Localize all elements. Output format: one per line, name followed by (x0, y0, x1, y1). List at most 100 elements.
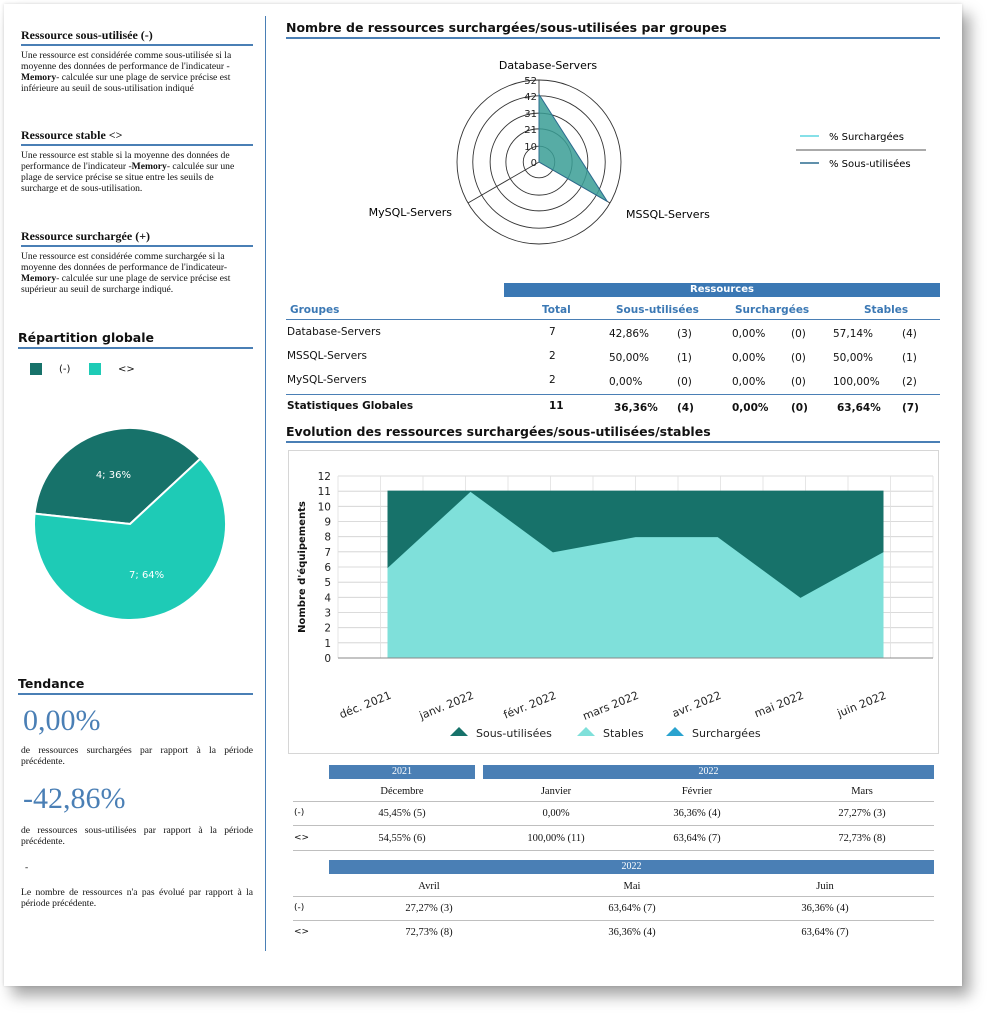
table-cell: 36,36% (4) (608, 927, 656, 938)
x-tick-label: juin 2022 (835, 689, 889, 721)
group-under-n: (3) (677, 328, 692, 340)
report-page: Ressource sous-utilisée (-) Une ressourc… (4, 4, 962, 986)
group-name: Database-Servers (287, 326, 381, 338)
total-row-under-n: (4) (677, 402, 694, 414)
y-tick-label: 3 (324, 608, 331, 620)
group-over-n: (0) (791, 328, 806, 340)
pie-data-label: 4; 36% (96, 470, 131, 481)
over-text: Une ressource est considérée comme surch… (21, 251, 231, 295)
tendance-text-over: de ressources surchargées par rapport à … (21, 745, 253, 767)
y-tick-label: 9 (324, 517, 331, 529)
group-stable-pct: 100,00% (833, 376, 880, 388)
table-cell: 27,27% (3) (838, 808, 886, 819)
repartition-heading: Répartition globale (18, 330, 253, 349)
total-row-stable-pct: 63,64% (837, 402, 881, 414)
x-tick-label: janv. 2022 (417, 689, 476, 723)
pie-slice (33, 427, 202, 526)
group-total: 7 (549, 326, 556, 338)
stable-heading: Ressource stable <> (21, 128, 253, 146)
group-stable-n: (2) (902, 376, 917, 388)
radar-tick-label: 0 (531, 158, 537, 169)
legend-label: Sous-utilisées (476, 727, 552, 740)
group-stable-pct: 50,00% (833, 352, 874, 364)
table-cell: 72,73% (8) (838, 833, 886, 844)
group-over-pct: 0,00% (732, 352, 766, 364)
col-stables: Stables (864, 304, 909, 316)
evolution-title: Evolution des ressources surchargées/sou… (286, 424, 940, 443)
radar-tick-label: 52 (524, 76, 537, 87)
table-rule (293, 920, 934, 921)
group-stable-n: (1) (902, 352, 917, 364)
table-cell: 0,00% (542, 808, 570, 819)
legend-label: Surchargées (692, 727, 761, 740)
tendance-pct-over: 0,00% (23, 704, 101, 737)
group-over-pct: 0,00% (732, 328, 766, 340)
table-rule (293, 896, 934, 897)
total-row-over-n: (0) (791, 402, 808, 414)
x-tick-label: févr. 2022 (502, 689, 558, 722)
legend-label: Stables (603, 727, 644, 740)
tendance-heading: Tendance (18, 676, 253, 695)
tendance-pct-under: -42,86% (23, 782, 126, 815)
radar-legend-over: % Surchargées (829, 131, 904, 143)
group-name: MSSQL-Servers (287, 350, 368, 362)
group-stable-pct: 57,14% (833, 328, 874, 340)
tendance-text-under: de ressources sous-utilisées par rapport… (21, 825, 253, 847)
y-tick-label: 11 (318, 486, 331, 498)
x-tick-label: avr. 2022 (670, 689, 723, 720)
pie-slice (33, 457, 227, 621)
table-cell: 36,36% (4) (673, 808, 721, 819)
table-rule (293, 850, 934, 851)
y-tick-label: 5 (324, 577, 331, 589)
y-tick-label: 8 (324, 532, 331, 544)
x-tick-label: mai 2022 (753, 689, 806, 721)
row-label: (-) (294, 903, 305, 913)
month-header: Avril (418, 881, 440, 892)
y-tick-label: 7 (324, 547, 331, 559)
area-chart-frame (288, 450, 939, 754)
group-over-n: (0) (791, 376, 806, 388)
month-header: Janvier (540, 786, 572, 797)
month-header: Décembre (380, 786, 424, 797)
year-bar-2021: 2021 (329, 765, 475, 779)
col-surchargees: Surchargées (735, 304, 810, 316)
y-tick-label: 1 (324, 638, 331, 650)
legend-label-stable: <> (118, 364, 135, 375)
tendance-text-stable: Le nombre de ressources n'a pas évolué p… (21, 887, 253, 909)
table-rule (286, 319, 940, 320)
y-axis-label: Nombre d'équipements (296, 501, 308, 633)
group-stable-n: (4) (902, 328, 917, 340)
legend-swatch-under (30, 363, 42, 375)
col-sous-utilisees: Sous-utilisées (616, 304, 699, 316)
table-cell: 100,00% (11) (527, 833, 585, 844)
total-row-total: 11 (549, 400, 564, 412)
year-bar-2022: 2022 (483, 765, 934, 779)
table-rule (286, 394, 940, 395)
over-heading: Ressource surchargée (+) (21, 229, 253, 247)
radar-tick-label: 10 (524, 142, 537, 153)
month-header: Mars (851, 786, 873, 797)
total-row-over-pct: 0,00% (732, 402, 769, 414)
group-under-n: (1) (677, 352, 692, 364)
pie-chart: 4; 36% 7; 64% (33, 427, 227, 621)
y-tick-label: 2 (324, 623, 331, 635)
legend-marker (666, 727, 684, 736)
table-cell: 54,55% (6) (378, 833, 426, 844)
radar-chart: 0 10 21 31 42 52 Database-Servers MSSQL-Serve… (369, 59, 926, 245)
month-header: Mai (623, 881, 641, 892)
month-header: Février (681, 786, 713, 797)
tendance-dash: - (25, 862, 29, 873)
row-label: <> (294, 833, 310, 843)
table-cell: 27,27% (3) (405, 903, 453, 914)
y-tick-label: 10 (318, 501, 331, 513)
y-tick-label: 4 (324, 592, 331, 604)
table-cell: 63,64% (7) (801, 927, 849, 938)
legend-swatch-stable (89, 363, 101, 375)
ressources-header: Ressources (504, 283, 940, 297)
total-row-name: Statistiques Globales (287, 400, 414, 412)
total-row-stable-n: (7) (902, 402, 919, 414)
under-text: Une ressource est considérée comme sous-… (21, 50, 232, 94)
group-total: 2 (549, 374, 556, 386)
group-under-pct: 50,00% (609, 352, 650, 364)
